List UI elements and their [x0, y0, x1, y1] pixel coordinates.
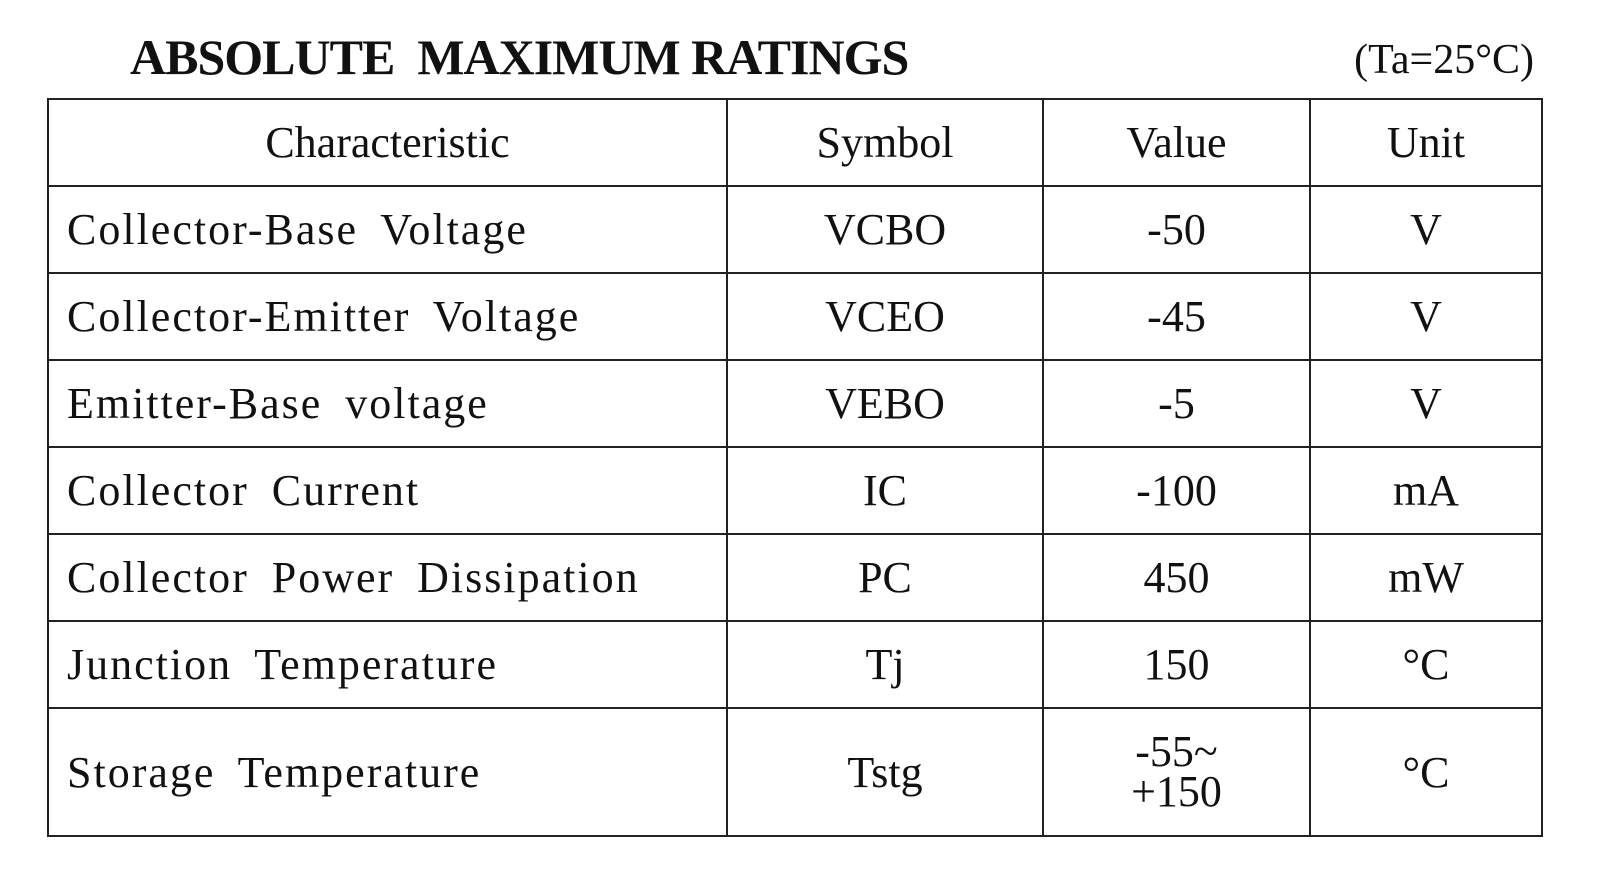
- table-cell: Collector-Emitter Voltage: [47, 272, 728, 361]
- condition: (Ta=25°C): [1354, 37, 1534, 83]
- table-cell: Collector Power Dissipation: [47, 533, 728, 622]
- table-row: Junction Temperature Tj 150 °C: [47, 620, 1543, 709]
- table-cell: Storage Temperature: [47, 707, 728, 837]
- table-cell: 150: [1042, 620, 1311, 709]
- table-cell: mW: [1309, 533, 1543, 622]
- table-cell: V: [1309, 185, 1543, 274]
- ratings-table: Characteristic Symbol Value Unit Collector-…: [47, 98, 1543, 837]
- table-row: Emitter-Base voltage VEBO -5 V: [47, 359, 1543, 448]
- table-row: Storage Temperature Tstg -55~ +150 °C: [47, 707, 1543, 837]
- table-cell: Junction Temperature: [47, 620, 728, 709]
- table-body: Collector-Base Voltage VCBO -50 V Collector-…: [47, 185, 1543, 837]
- table-cell: -5: [1042, 359, 1311, 448]
- table-cell: V: [1309, 272, 1543, 361]
- table-cell: Collector-Base Voltage: [47, 185, 728, 274]
- table-row: Collector Power Dissipation PC 450 mW: [47, 533, 1543, 622]
- column-header: Unit: [1309, 98, 1543, 187]
- table-cell: °C: [1309, 620, 1543, 709]
- table-cell: -55~ +150: [1042, 707, 1311, 837]
- table-cell: 450: [1042, 533, 1311, 622]
- cell-line: -55~: [1135, 727, 1218, 776]
- table-cell: IC: [726, 446, 1044, 535]
- table-row: Collector Current IC -100 mA: [47, 446, 1543, 535]
- table-cell: Tj: [726, 620, 1044, 709]
- title: ABSOLUTE MAXIMUM RATINGS: [130, 29, 909, 85]
- table-cell: Emitter-Base voltage: [47, 359, 728, 448]
- table-cell: -50: [1042, 185, 1311, 274]
- table-cell: mA: [1309, 446, 1543, 535]
- table-cell: -100: [1042, 446, 1311, 535]
- table-cell: °C: [1309, 707, 1543, 837]
- table-cell: Collector Current: [47, 446, 728, 535]
- cell-line: +150: [1131, 767, 1222, 816]
- header-row: Characteristic Symbol Value Unit: [47, 98, 1543, 187]
- table-cell: -45: [1042, 272, 1311, 361]
- table-cell: VEBO: [726, 359, 1044, 448]
- column-header: Symbol: [726, 98, 1044, 187]
- table-cell: VCEO: [726, 272, 1044, 361]
- table-row: Collector-Base Voltage VCBO -50 V: [47, 185, 1543, 274]
- column-header: Value: [1042, 98, 1311, 187]
- table-cell: Tstg: [726, 707, 1044, 837]
- table-cell: V: [1309, 359, 1543, 448]
- table-cell: PC: [726, 533, 1044, 622]
- column-header: Characteristic: [47, 98, 728, 187]
- table-row: Collector-Emitter Voltage VCEO -45 V: [47, 272, 1543, 361]
- table-cell: VCBO: [726, 185, 1044, 274]
